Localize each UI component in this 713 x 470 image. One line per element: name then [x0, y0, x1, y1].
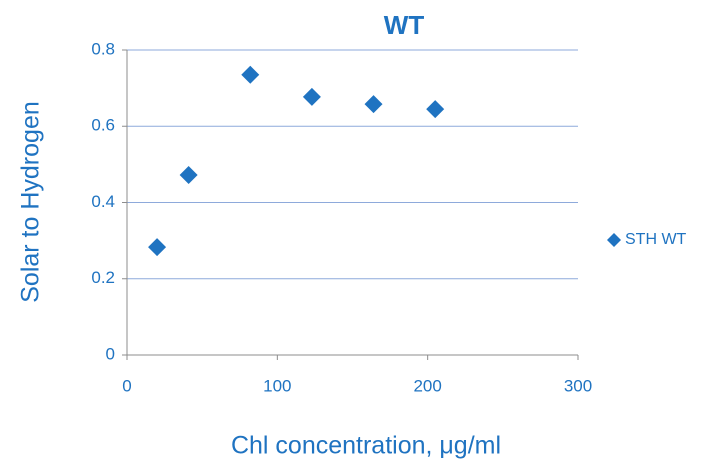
- point: [179, 166, 198, 185]
- chart-title: WT: [384, 10, 425, 40]
- y-tick-label: 0.8: [91, 39, 115, 58]
- x-tick-label: 0: [122, 376, 131, 395]
- point: [148, 238, 167, 257]
- point: [426, 100, 445, 119]
- legend-label: STH WT: [625, 231, 687, 248]
- point: [302, 87, 321, 106]
- y-tick-label: 0: [106, 344, 115, 363]
- y-axis-title: Solar to Hydrogen: [17, 101, 45, 303]
- legend-marker: [607, 233, 621, 247]
- x-tick-label: 200: [413, 376, 441, 395]
- point: [241, 65, 260, 84]
- x-axis-title: Chl concentration, μg/ml: [231, 432, 501, 460]
- y-tick-label: 0.2: [91, 268, 115, 287]
- point: [364, 95, 383, 114]
- y-tick-label: 0.4: [91, 192, 115, 211]
- x-tick-label: 100: [263, 376, 291, 395]
- y-tick-label: 0.6: [91, 116, 115, 135]
- x-tick-label: 300: [564, 376, 592, 395]
